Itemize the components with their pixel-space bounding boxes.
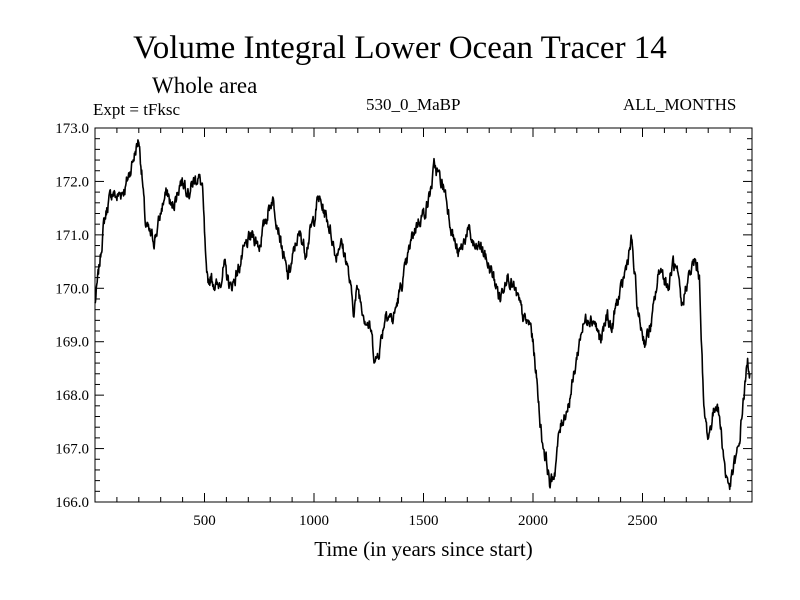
chart-subtitle: Whole area xyxy=(152,73,258,98)
x-tick-label: 1000 xyxy=(299,513,329,529)
y-tick-label: 169.0 xyxy=(55,335,89,351)
x-tick-label: 2000 xyxy=(518,513,548,529)
x-tick-label: 500 xyxy=(193,513,216,529)
y-tick-label: 166.0 xyxy=(55,495,89,511)
y-tick-label: 167.0 xyxy=(55,442,89,458)
x-axis-label: Time (in years since start) xyxy=(314,537,533,561)
run-label: 530_0_MaBP xyxy=(366,95,461,114)
axis-tick-labels: 500 1000 1500 2000 2500 166.0 167.0 168.0 169.0 1… xyxy=(55,121,657,529)
y-tick-label: 173.0 xyxy=(55,121,89,137)
months-label: ALL_MONTHS xyxy=(623,95,737,114)
x-tick-label: 2500 xyxy=(628,513,658,529)
series-group xyxy=(94,139,751,491)
axis-ticks xyxy=(95,127,752,503)
y-tick-label: 172.0 xyxy=(55,174,89,190)
series-line xyxy=(94,139,751,491)
chart-title: Volume Integral Lower Ocean Tracer 14 xyxy=(133,30,667,66)
x-tick-label: 1500 xyxy=(409,513,439,529)
y-tick-label: 168.0 xyxy=(55,388,89,404)
y-tick-label: 170.0 xyxy=(55,281,89,297)
experiment-label: Expt = tFksc xyxy=(93,100,181,119)
y-tick-label: 171.0 xyxy=(55,228,89,244)
